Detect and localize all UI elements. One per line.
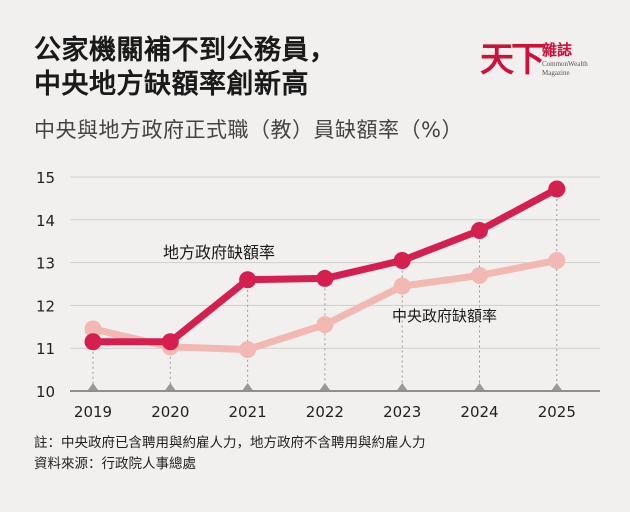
axis-marker xyxy=(242,383,253,390)
x-tick-label: 2024 xyxy=(460,403,498,421)
note-definition: 註：中央政府已含聘用與約雇人力，地方政府不含聘用與約雇人力 xyxy=(34,435,426,451)
local-series-point xyxy=(548,180,566,198)
chart-title: 公家機關補不到公務員， 中央地方缺額率創新高 xyxy=(34,34,337,102)
local-series-point xyxy=(471,222,488,239)
x-tick-label: 2019 xyxy=(74,403,112,421)
x-tick-label: 2022 xyxy=(306,403,344,421)
note-source: 資料來源：行政院人事總處 xyxy=(34,456,196,472)
line-chart: 10 11 12 13 14 15 2019 2020 2021 2022 2023 2024 2025… xyxy=(36,169,600,421)
local-series-label: 地方政府缺額率 xyxy=(163,243,275,262)
y-tick-label: 10 xyxy=(36,383,55,401)
central-series-point xyxy=(393,277,411,295)
central-series-point xyxy=(84,320,102,338)
logo-side: 雜誌 xyxy=(542,41,573,59)
axis-marker xyxy=(397,383,408,390)
local-series-point xyxy=(239,271,257,289)
chart-subtitle: 中央與地方政府正式職（教）員缺額率（%） xyxy=(34,118,463,142)
x-tick-label: 2025 xyxy=(538,403,576,421)
logo-english: CommonWealth Magazine xyxy=(542,60,588,77)
central-series-point xyxy=(548,251,566,269)
local-series-point xyxy=(84,333,102,351)
local-series-point xyxy=(316,269,334,287)
axis-marker xyxy=(319,383,330,390)
title-line-1: 公家機關補不到公務員， xyxy=(34,35,337,66)
title-line-2: 中央地方缺額率創新高 xyxy=(34,69,309,100)
y-tick-label: 15 xyxy=(36,169,55,187)
y-tick-label: 11 xyxy=(36,340,55,358)
central-series-point xyxy=(316,316,334,334)
footnotes: 註：中央政府已含聘用與約雇人力，地方政府不含聘用與約雇人力 資料來源：行政院人事… xyxy=(34,433,426,475)
y-tick-label: 13 xyxy=(36,255,55,273)
y-tick-label: 12 xyxy=(36,297,55,315)
logo-main: 天下 xyxy=(480,40,545,80)
local-series-point xyxy=(393,251,411,269)
central-series-point xyxy=(471,266,488,284)
axis-marker xyxy=(474,383,485,390)
axis-marker xyxy=(165,383,176,390)
y-tick-label: 14 xyxy=(36,212,55,230)
x-tick-label: 2020 xyxy=(151,403,189,421)
axis-marker xyxy=(88,383,98,390)
central-series-point xyxy=(239,340,257,358)
axis-marker xyxy=(551,383,562,390)
x-tick-label: 2023 xyxy=(383,403,421,421)
central-series-label: 中央政府缺額率 xyxy=(392,307,497,325)
commonwealth-logo: 天下 雜誌 CommonWealth Magazine xyxy=(480,40,610,86)
x-tick-label: 2021 xyxy=(229,403,267,421)
local-series-point xyxy=(161,333,179,351)
